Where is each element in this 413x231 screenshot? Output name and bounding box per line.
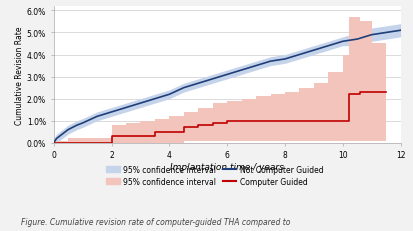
Text: Figure. Cumulative revision rate of computer-guided THA compared to: Figure. Cumulative revision rate of comp…: [21, 217, 290, 226]
Y-axis label: Cumulative Revision Rate: Cumulative Revision Rate: [15, 26, 24, 124]
Legend: 95% confidence interval, 95% confidence interval, Not Computer Guided, Computer : 95% confidence interval, 95% confidence …: [106, 165, 324, 186]
X-axis label: Implantation time / years: Implantation time / years: [170, 163, 284, 171]
